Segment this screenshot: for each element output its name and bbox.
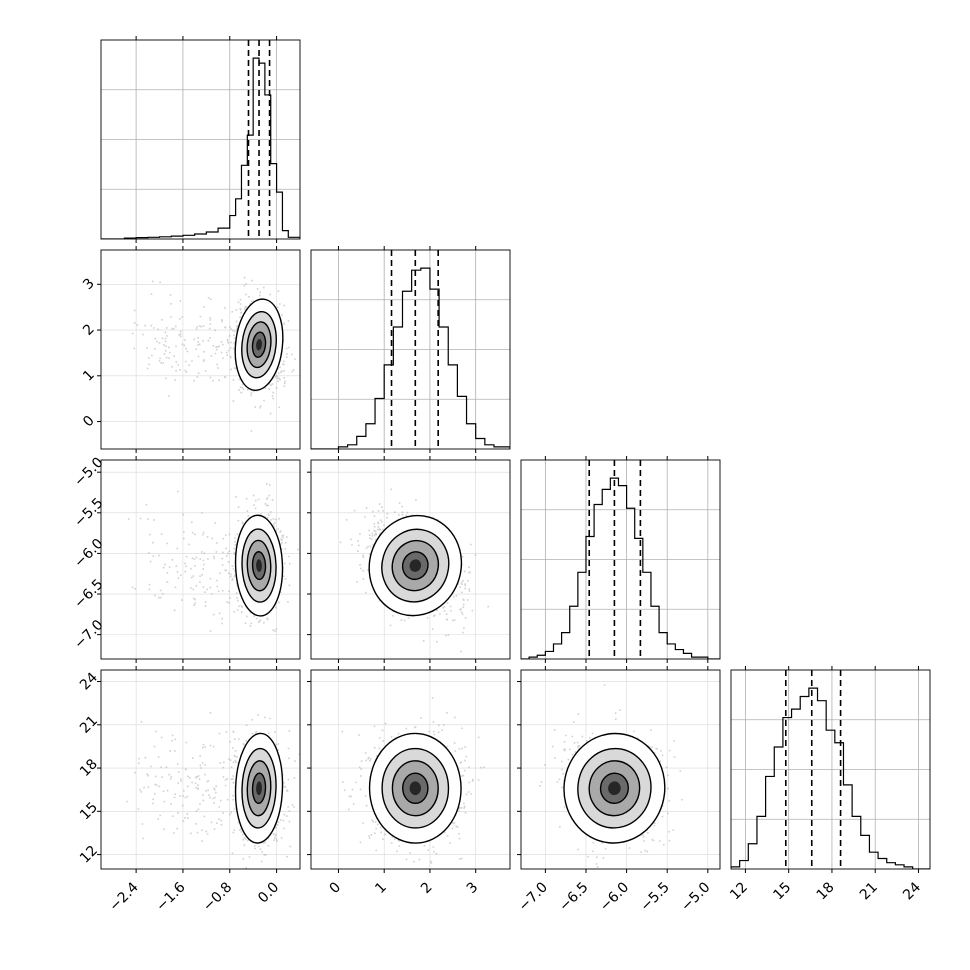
- density-contour-4: [256, 559, 262, 572]
- panel-3-2: −7.0 −6.5 −6.0 −5.5 −5.0: [516, 666, 721, 915]
- histogram-3: [731, 687, 930, 869]
- x-tick-label: 0.0: [255, 879, 282, 906]
- panel-content: [521, 670, 720, 869]
- scatter-points: [126, 712, 300, 869]
- panel-content: [311, 670, 510, 869]
- y-tick-label: 1: [80, 367, 98, 385]
- x-tick-label: −2.4: [106, 879, 141, 914]
- y-tick-label: 12: [77, 843, 101, 867]
- panel-content: [101, 670, 300, 869]
- y-tick-label: 0: [80, 413, 98, 431]
- histogram-0: [101, 57, 300, 239]
- x-tick-label: −6.5: [556, 879, 591, 914]
- panel-frame: [310, 249, 511, 450]
- density-contour-4: [608, 781, 621, 796]
- panel-frame: [310, 459, 511, 660]
- x-tick-label: 1: [372, 879, 390, 897]
- panel-3-3: 12 15 18 21 24: [727, 666, 931, 903]
- panel-0-0: [100, 36, 301, 243]
- panel-1-0: 0 1 2 3: [80, 246, 301, 453]
- density-contour-4: [409, 781, 422, 796]
- panel-content: [101, 460, 300, 659]
- x-tick-label: −1.6: [153, 879, 188, 914]
- y-tick-label: 2: [80, 321, 98, 339]
- panel-frame: [520, 459, 721, 660]
- x-tick-label: 24: [900, 879, 924, 903]
- histogram-2: [521, 477, 720, 659]
- panel-frame: [100, 39, 301, 240]
- panel-frame: [100, 459, 301, 660]
- x-tick-label: −7.0: [516, 879, 551, 914]
- x-tick-label: 3: [464, 879, 482, 897]
- panel-frame: [520, 669, 721, 870]
- density-contour-4: [256, 339, 263, 351]
- x-tick-label: −6.0: [597, 879, 632, 914]
- panel-2-2: [520, 456, 721, 663]
- density-contour-4: [409, 559, 422, 572]
- y-tick-label: 15: [77, 799, 101, 823]
- panel-frame: [730, 669, 931, 870]
- y-tick-label: 24: [77, 670, 101, 694]
- histogram-1: [311, 267, 510, 449]
- panel-1-1: [310, 246, 511, 453]
- x-tick-label: −5.5: [638, 879, 673, 914]
- x-tick-label: −0.8: [200, 879, 235, 914]
- panel-content: [311, 250, 510, 449]
- panel-frame: [310, 669, 511, 870]
- density-contour-4: [256, 781, 262, 796]
- panel-content: [311, 460, 510, 659]
- panel-content: [101, 40, 300, 239]
- panel-content: [101, 250, 300, 449]
- panel-content: [521, 460, 720, 659]
- x-tick-label: 18: [814, 879, 838, 903]
- panel-content: [731, 670, 930, 869]
- y-tick-label: 21: [77, 713, 101, 737]
- x-tick-label: 12: [727, 879, 751, 903]
- panel-frame: [100, 249, 301, 450]
- scatter-points: [339, 488, 489, 653]
- x-tick-label: 0: [326, 879, 344, 897]
- y-tick-label: 3: [80, 275, 98, 293]
- x-tick-label: 2: [418, 879, 436, 897]
- x-tick-label: 21: [857, 879, 881, 903]
- x-tick-label: −5.0: [678, 879, 713, 914]
- panel-3-1: 0 1 2 3: [307, 666, 511, 897]
- panel-frame: [100, 669, 301, 870]
- panel-2-1: [307, 456, 511, 663]
- x-tick-label: 15: [770, 879, 794, 903]
- panel-2-0: −7.0−6.5−6.0−5.5−5.0: [71, 455, 301, 663]
- panel-3-0: 12 15 18 21 24 −2.4 −1.6 −0.8 0.0: [77, 666, 301, 915]
- y-tick-label: 18: [77, 756, 101, 780]
